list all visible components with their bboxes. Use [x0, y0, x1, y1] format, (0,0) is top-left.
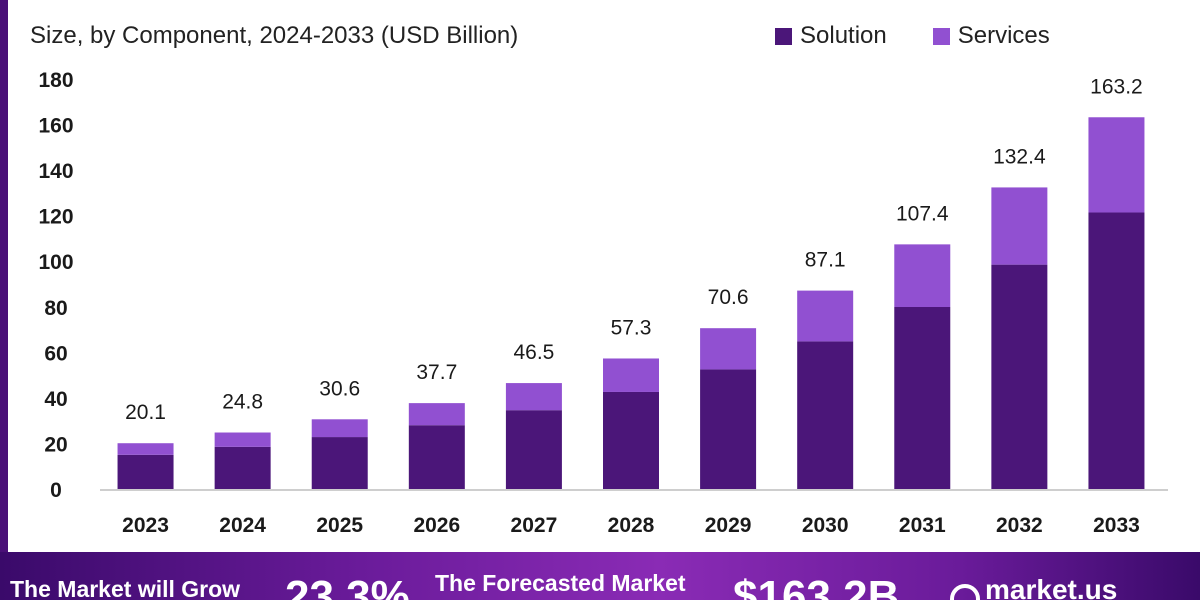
footer-cagr-value: 23.3%: [285, 572, 410, 600]
bar-services-2028: [603, 358, 659, 392]
x-tick-label: 2033: [1093, 514, 1140, 537]
data-label-total: 163.2: [1090, 75, 1143, 98]
x-tick-label: 2032: [996, 514, 1043, 537]
bar-solution-2029: [700, 369, 757, 489]
left-accent-bar: [0, 0, 8, 552]
footer-brand: market.us: [985, 574, 1118, 600]
x-tick-label: 2031: [899, 514, 946, 537]
y-tick-label: 180: [38, 69, 73, 92]
y-tick-label: 80: [44, 297, 67, 320]
x-tick-label: 2025: [316, 514, 363, 537]
data-label-total: 132.4: [993, 145, 1046, 168]
bar-solution-2026: [408, 425, 465, 489]
x-tick-label: 2024: [219, 514, 266, 537]
x-tick-label: 2026: [413, 514, 460, 537]
data-label-total: 87.1: [805, 249, 846, 272]
y-tick-label: 40: [44, 388, 67, 411]
legend-swatch-solution: [775, 27, 792, 45]
y-tick-label: 0: [50, 479, 62, 502]
data-label-total: 30.6: [319, 377, 360, 400]
x-tick-label: 2023: [122, 514, 169, 537]
chart-legend: Solution Services: [775, 22, 1050, 50]
footer-market-value: $163.2B: [733, 572, 900, 600]
bar-services-2030: [797, 290, 854, 342]
chart-subtitle: Size, by Component, 2024-2033 (USD Billi…: [30, 22, 519, 49]
brand-logo-icon: [950, 584, 980, 600]
bar-services-2025: [311, 419, 368, 438]
y-tick-label: 20: [44, 433, 67, 456]
legend-label-services: Services: [957, 22, 1050, 49]
bar-solution-2025: [311, 437, 368, 489]
x-tick-label: 2030: [802, 514, 849, 537]
data-label-total: 46.5: [513, 341, 554, 364]
bar-services-2033: [1088, 117, 1145, 213]
legend-label-solution: Solution: [800, 22, 887, 49]
data-label-total: 20.1: [125, 401, 166, 424]
bar-solution-2032: [991, 264, 1048, 489]
bar-solution-2030: [797, 341, 854, 489]
data-label-total: 37.7: [416, 361, 457, 384]
bar-services-2026: [408, 403, 465, 426]
stacked-bar-chart: 0 20 40 60 80 100 120 140 160 180 20.1 2023 24.8 2024…: [38, 69, 1168, 537]
data-label-total: 107.4: [896, 202, 949, 225]
bar-services-2029: [700, 328, 757, 370]
data-label-total: 57.3: [611, 316, 652, 339]
bar-solution-2023: [117, 454, 174, 489]
data-label-total: 70.6: [708, 286, 749, 309]
bar-solution-2027: [505, 410, 562, 489]
y-tick-label: 160: [38, 115, 73, 138]
y-tick-label: 120: [38, 206, 73, 229]
footer-banner: The Market will Grow 23.3% The Forecaste…: [0, 552, 1200, 600]
x-tick-label: 2028: [608, 514, 655, 537]
data-label-total: 24.8: [222, 391, 263, 414]
y-tick-label: 60: [44, 342, 67, 365]
bar-services-2031: [894, 244, 951, 308]
x-tick-label: 2029: [705, 514, 752, 537]
y-tick-label: 100: [38, 251, 73, 274]
bar-services-2023: [117, 443, 174, 455]
legend-swatch-services: [932, 27, 950, 45]
x-tick-label: 2027: [511, 514, 558, 537]
footer-growth-text: The Market will Grow: [10, 576, 241, 600]
bar-solution-2033: [1088, 212, 1145, 489]
legend-item-services: Services: [932, 22, 1050, 50]
bar-solution-2031: [894, 307, 951, 489]
bar-solution-2028: [603, 391, 659, 489]
bar-solution-2024: [214, 446, 271, 489]
footer-forecast-text: The Forecasted Market: [435, 570, 686, 596]
bar-services-2027: [505, 383, 562, 411]
y-tick-label: 140: [38, 160, 73, 183]
bar-services-2032: [991, 187, 1048, 265]
legend-item-solution: Solution: [775, 22, 887, 50]
bar-services-2024: [214, 432, 271, 447]
